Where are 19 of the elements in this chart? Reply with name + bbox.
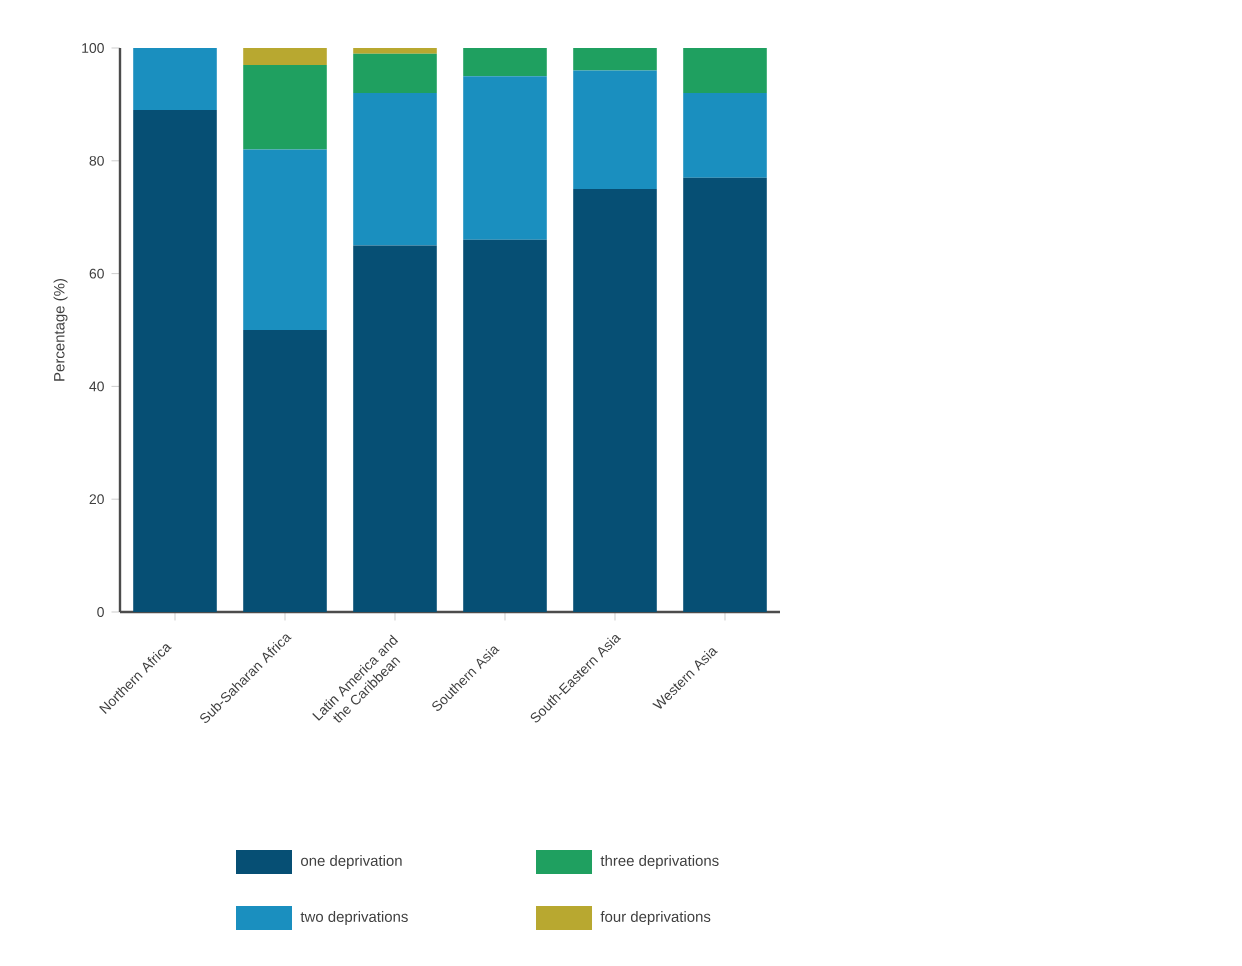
bar	[353, 47, 437, 54]
bar	[573, 188, 657, 612]
bar	[243, 47, 327, 65]
bar	[353, 53, 437, 94]
bar	[353, 245, 437, 612]
bar	[463, 239, 547, 612]
bar	[573, 70, 657, 189]
bar	[133, 47, 217, 111]
bar	[463, 47, 547, 77]
bar	[133, 110, 217, 612]
bar	[683, 177, 767, 612]
bar	[243, 149, 327, 330]
bar	[463, 76, 547, 240]
bar	[243, 64, 327, 150]
bar	[683, 93, 767, 178]
bar	[573, 47, 657, 71]
bar	[353, 93, 437, 246]
bar	[683, 47, 767, 94]
bar	[243, 329, 327, 612]
